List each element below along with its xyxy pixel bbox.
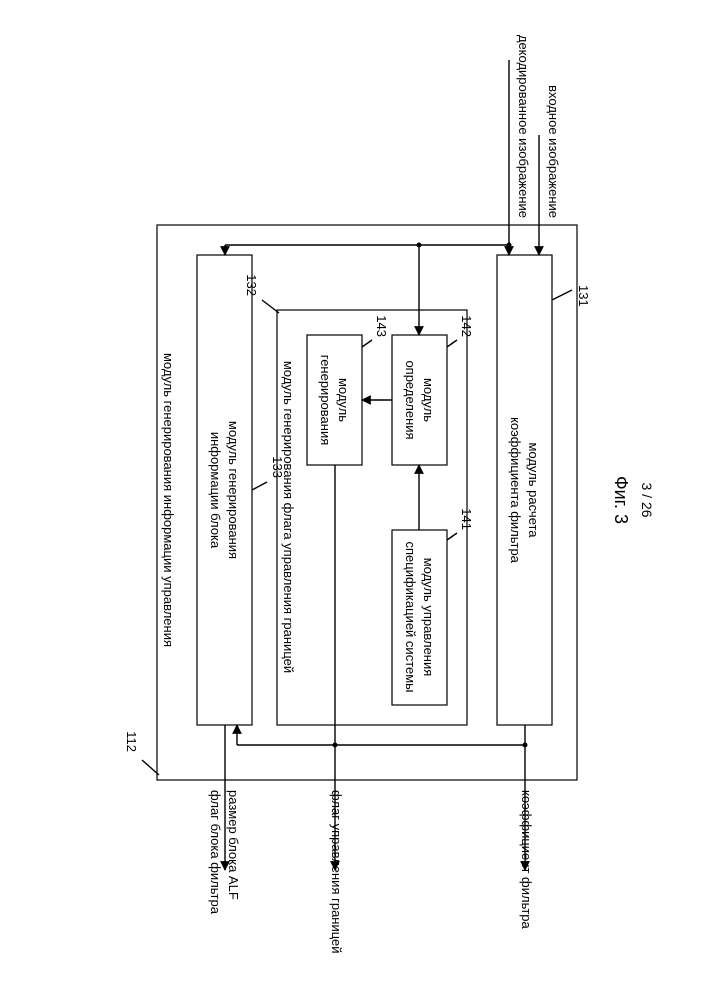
module-133-l1: модуль генерирования bbox=[226, 421, 241, 559]
out-size-label: размер блока ALF bbox=[226, 790, 241, 900]
out-filterflag-label: флаг блока фильтра bbox=[208, 790, 223, 915]
page-number: 3 / 26 bbox=[639, 482, 655, 517]
module-143-l1: модуль bbox=[336, 378, 351, 422]
module-143-num: 143 bbox=[374, 315, 389, 337]
module-141-l1: модуль управления bbox=[421, 558, 436, 677]
module-141: модуль управления спецификацией системы … bbox=[392, 508, 474, 705]
module-142: модуль определения 142 bbox=[392, 315, 474, 465]
module-141-num: 141 bbox=[459, 508, 474, 530]
module-142-num: 142 bbox=[459, 315, 474, 337]
module-133-num: 133 bbox=[270, 456, 285, 478]
module-131-l1: модуль расчета bbox=[526, 442, 541, 538]
module-141-l2: спецификацией системы bbox=[403, 541, 418, 692]
module-112-num: 112 bbox=[124, 731, 139, 752]
input-image-label: входное изображение bbox=[546, 85, 561, 218]
out-flag-label: флаг управления границей bbox=[329, 790, 344, 954]
module-142-l2: определения bbox=[403, 360, 418, 439]
diagram-canvas: 3 / 26 Фиг. 3 модуль генерирования инфор… bbox=[0, 0, 707, 1000]
module-112-caption: модуль генерирования информации управлен… bbox=[161, 353, 176, 647]
module-143-l2: генерирования bbox=[318, 355, 333, 446]
module-132-caption: модуль генерирования флага управления гр… bbox=[281, 361, 296, 673]
module-131-num: 131 bbox=[576, 285, 591, 307]
module-133: модуль генерирования информации блока 13… bbox=[197, 255, 285, 725]
module-133-l2: информации блока bbox=[208, 432, 223, 549]
module-143: модуль генерирования 143 bbox=[307, 315, 389, 465]
module-142-l1: модуль bbox=[421, 378, 436, 422]
decoded-image-label: декодированное изображение bbox=[516, 35, 531, 218]
figure-title: Фиг. 3 bbox=[611, 476, 631, 524]
module-131-l2: коэффициента фильтра bbox=[508, 417, 523, 564]
out-coeff-label: коэффициент фильтра bbox=[519, 790, 534, 930]
